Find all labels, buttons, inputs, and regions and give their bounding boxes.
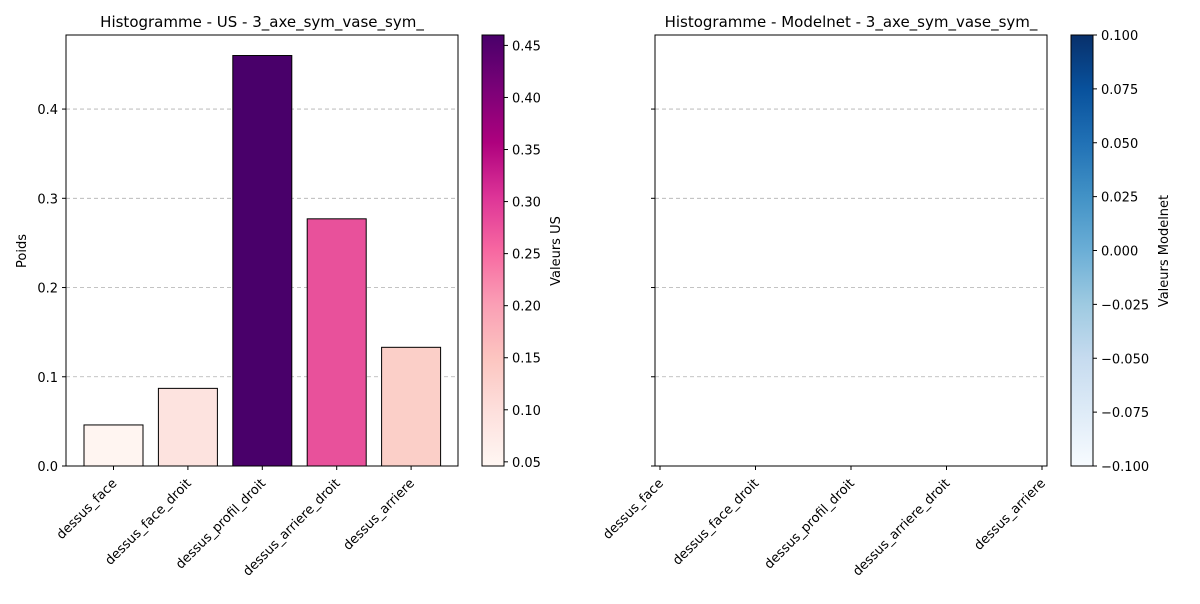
us-x-tick-label: dessus_face [54, 476, 120, 542]
mn-colorbar-tick-label: −0.050 [1101, 352, 1149, 367]
us-bar-dessus-profil-droit [232, 55, 293, 467]
modelnet-histogram-panel: Histogramme - Modelnet - 3_axe_sym_vase_… [600, 13, 1048, 579]
us-colorbar-tick-label: 0.25 [512, 248, 541, 263]
us-y-axis-label: Poids [15, 234, 30, 268]
us-colorbar-tick-label: 0.20 [512, 300, 541, 315]
us-bar-dessus-arriere [381, 346, 442, 467]
us-bar-dessus-face-droit [157, 387, 218, 467]
us-bar-dessus-face [83, 424, 144, 467]
us-colorbar-tick-label: 0.40 [512, 91, 541, 106]
us-x-tick-label: dessus_arriere [341, 476, 418, 553]
us-colorbar-tick-label: 0.30 [512, 196, 541, 211]
us-colorbar-tick-label: 0.35 [512, 144, 541, 159]
us-bar-dessus-arriere-droit [306, 218, 367, 467]
mn-colorbar-tick-label: 0.000 [1101, 245, 1138, 260]
us-y-tick-label: 0.0 [37, 460, 58, 475]
us-colorbar-tick-label: 0.15 [512, 352, 541, 367]
mn-colorbar-tick-label: −0.100 [1101, 460, 1149, 475]
us-y-tick-label: 0.4 [37, 103, 58, 118]
modelnet-colorbar: −0.100 −0.075 −0.050 −0.025 0.000 0.025 0.050 0… [1070, 29, 1172, 475]
modelnet-colorbar-label: Valeurs Modelnet [1157, 195, 1172, 307]
us-colorbar-label: Valeurs US [549, 216, 564, 286]
us-histogram-panel: Histogramme - US - 3_axe_sym_vase_sym_ P… [15, 13, 459, 579]
mn-colorbar-tick-label: 0.075 [1101, 83, 1138, 98]
mn-x-tick-label: dessus_arriere_droit [850, 476, 953, 579]
mn-x-tick-label: dessus_profil_droit [762, 476, 858, 572]
mn-x-tick-label: dessus_face [600, 476, 666, 542]
mn-colorbar-tick-label: −0.075 [1101, 406, 1149, 421]
mn-colorbar-tick-label: 0.025 [1101, 191, 1138, 206]
modelnet-plot-frame [654, 34, 1048, 467]
us-y-tick-label: 0.3 [37, 192, 58, 207]
us-colorbar-gradient [481, 34, 505, 467]
us-chart-title: Histogramme - US - 3_axe_sym_vase_sym_ [100, 13, 424, 32]
mn-x-tick-label: dessus_arriere [971, 476, 1048, 553]
us-y-tick-label: 0.2 [37, 282, 58, 297]
mn-colorbar-tick-label: 0.100 [1101, 29, 1138, 44]
modelnet-colorbar-gradient [1070, 34, 1094, 467]
modelnet-chart-title: Histogramme - Modelnet - 3_axe_sym_vase_… [665, 13, 1038, 32]
us-colorbar: 0.05 0.10 0.15 0.20 0.25 0.30 0.35 0.40 0.45 Val… [481, 34, 564, 471]
mn-colorbar-tick-label: 0.050 [1101, 137, 1138, 152]
us-y-tick-label: 0.1 [37, 371, 58, 386]
us-colorbar-tick-label: 0.05 [512, 456, 541, 471]
us-colorbar-tick-label: 0.45 [512, 39, 541, 54]
us-colorbar-tick-label: 0.10 [512, 404, 541, 419]
mn-x-tick-label: dessus_face_droit [670, 476, 762, 568]
mn-colorbar-tick-label: −0.025 [1101, 298, 1149, 313]
